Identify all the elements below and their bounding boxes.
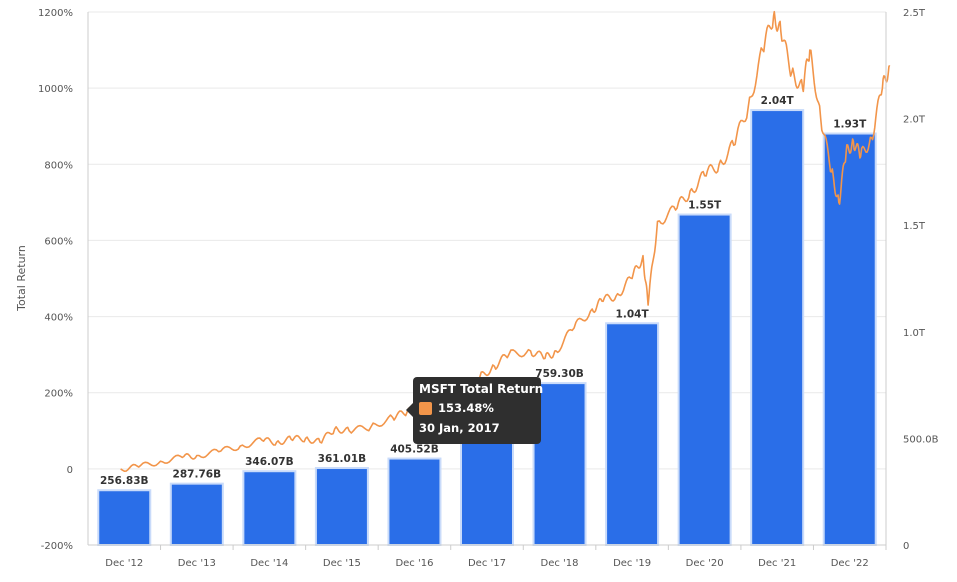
right-tick-label: 500.0B bbox=[903, 434, 939, 445]
right-tick-label: 1.0T bbox=[903, 328, 926, 339]
bar-data-label: 2.04T bbox=[761, 95, 795, 107]
bar-data-labels: 256.83B 287.76B 346.07B 361.01B 405.52B 759.3… bbox=[100, 95, 867, 487]
x-tick-label: Dec '15 bbox=[323, 558, 361, 569]
tooltip-value-row: 153.48% bbox=[419, 401, 535, 415]
left-tick-label: 1000% bbox=[38, 84, 73, 95]
bar bbox=[677, 213, 732, 546]
bar bbox=[314, 467, 369, 546]
bar-data-label: 287.76B bbox=[173, 469, 222, 481]
line-series bbox=[120, 10, 891, 472]
tooltip-series-swatch bbox=[419, 401, 432, 415]
left-tick-label: 1200% bbox=[38, 8, 73, 19]
axes: -200% 0 200% 400% 600% 800% 1000% 1200% 0 500.0B 1… bbox=[38, 8, 939, 569]
right-tick-label: 1.5T bbox=[903, 221, 926, 232]
tooltip: MSFT Total Return 153.48% 30 Jan, 2017 bbox=[406, 377, 544, 444]
bar-data-label: 346.07B bbox=[245, 456, 294, 468]
bar-data-label: 759.30B bbox=[535, 368, 584, 380]
x-tick-label: Dec '17 bbox=[468, 558, 506, 569]
right-tick-label: 0 bbox=[903, 541, 909, 552]
x-tick-label: Dec '12 bbox=[105, 558, 143, 569]
bar bbox=[822, 132, 877, 547]
bar-data-label: 256.83B bbox=[100, 475, 149, 487]
right-tick-label: 2.5T bbox=[903, 8, 926, 19]
total-return-line bbox=[120, 10, 891, 472]
bar bbox=[242, 470, 297, 546]
left-tick-label: 0 bbox=[67, 465, 73, 476]
bar-data-label: 405.52B bbox=[390, 444, 439, 456]
x-tick-label: Dec '19 bbox=[613, 558, 651, 569]
tooltip-value: 153.48% bbox=[438, 401, 494, 415]
bar bbox=[387, 457, 442, 546]
x-tick-label: Dec '14 bbox=[250, 558, 288, 569]
tooltip-title: MSFT Total Return bbox=[419, 382, 544, 396]
bar-data-label: 1.93T bbox=[833, 119, 867, 131]
x-tick-label: Dec '20 bbox=[686, 558, 724, 569]
x-tick-label: Dec '16 bbox=[395, 558, 433, 569]
bar-data-label: 1.55T bbox=[688, 200, 722, 212]
left-tick-label: 400% bbox=[44, 313, 73, 324]
bar bbox=[750, 109, 805, 547]
left-tick-label: 200% bbox=[44, 389, 73, 400]
bar bbox=[97, 489, 152, 546]
left-tick-label: 800% bbox=[44, 160, 73, 171]
x-tick-label: Dec '13 bbox=[178, 558, 216, 569]
bar bbox=[169, 482, 224, 546]
bar-data-label: 1.04T bbox=[616, 308, 650, 320]
bar bbox=[532, 382, 587, 547]
bar-data-label: 361.01B bbox=[318, 453, 367, 465]
left-tick-label: 600% bbox=[44, 236, 73, 247]
left-tick-label: -200% bbox=[41, 541, 73, 552]
left-axis-title: Total Return bbox=[15, 245, 28, 312]
x-tick-label: Dec '21 bbox=[758, 558, 796, 569]
right-tick-label: 2.0T bbox=[903, 115, 926, 126]
bar bbox=[605, 322, 660, 546]
tooltip-date: 30 Jan, 2017 bbox=[419, 421, 500, 435]
x-tick-label: Dec '18 bbox=[541, 558, 579, 569]
bar-series bbox=[97, 109, 877, 547]
x-tick-label: Dec '22 bbox=[831, 558, 869, 569]
